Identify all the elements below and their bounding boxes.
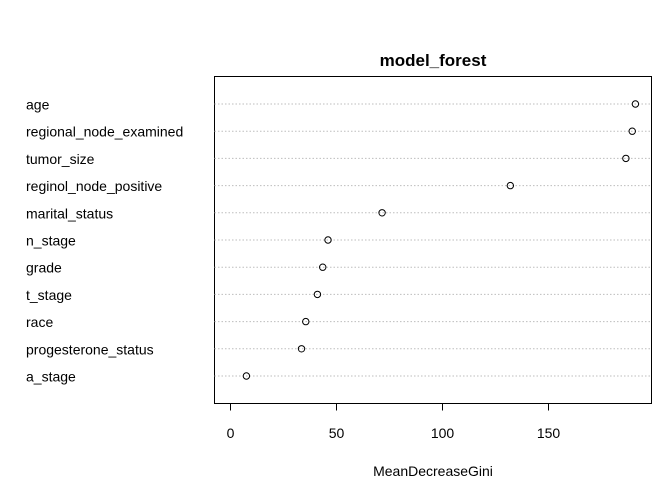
data-point xyxy=(622,154,630,163)
row-label: reginol_node_positive xyxy=(26,178,162,194)
row-label: grade xyxy=(26,260,62,276)
data-point xyxy=(378,209,386,217)
data-point xyxy=(313,290,322,299)
x-tick-label: 0 xyxy=(227,425,235,441)
x-tick-label: 50 xyxy=(329,425,345,441)
chart-title: model_forest xyxy=(380,51,487,70)
x-axis: 0 50 100 150 xyxy=(227,403,561,441)
gridlines xyxy=(214,103,652,377)
data-point xyxy=(506,181,515,190)
row-label: progesterone_status xyxy=(26,341,154,357)
x-axis-label: MeanDecreaseGini xyxy=(373,463,493,479)
data-point xyxy=(628,127,636,135)
data-point xyxy=(302,317,310,326)
data-point xyxy=(242,372,251,380)
row-label: n_stage xyxy=(26,233,76,249)
row-label: marital_status xyxy=(26,205,113,221)
data-point xyxy=(297,345,306,353)
x-tick-label: 150 xyxy=(537,425,561,441)
row-label: t_stage xyxy=(26,287,72,303)
row-label: regional_node_examined xyxy=(26,124,183,140)
x-tick-label: 100 xyxy=(431,425,455,441)
row-label: race xyxy=(26,314,53,330)
row-label: a_stage xyxy=(26,369,76,385)
row-label: tumor_size xyxy=(26,151,95,167)
data-points xyxy=(242,100,640,380)
row-labels: age regional_node_examined tumor_sizeregin… xyxy=(26,97,183,385)
data-point xyxy=(319,263,327,271)
row-label: age xyxy=(26,97,50,113)
data-point xyxy=(324,236,332,244)
data-point xyxy=(631,100,640,108)
